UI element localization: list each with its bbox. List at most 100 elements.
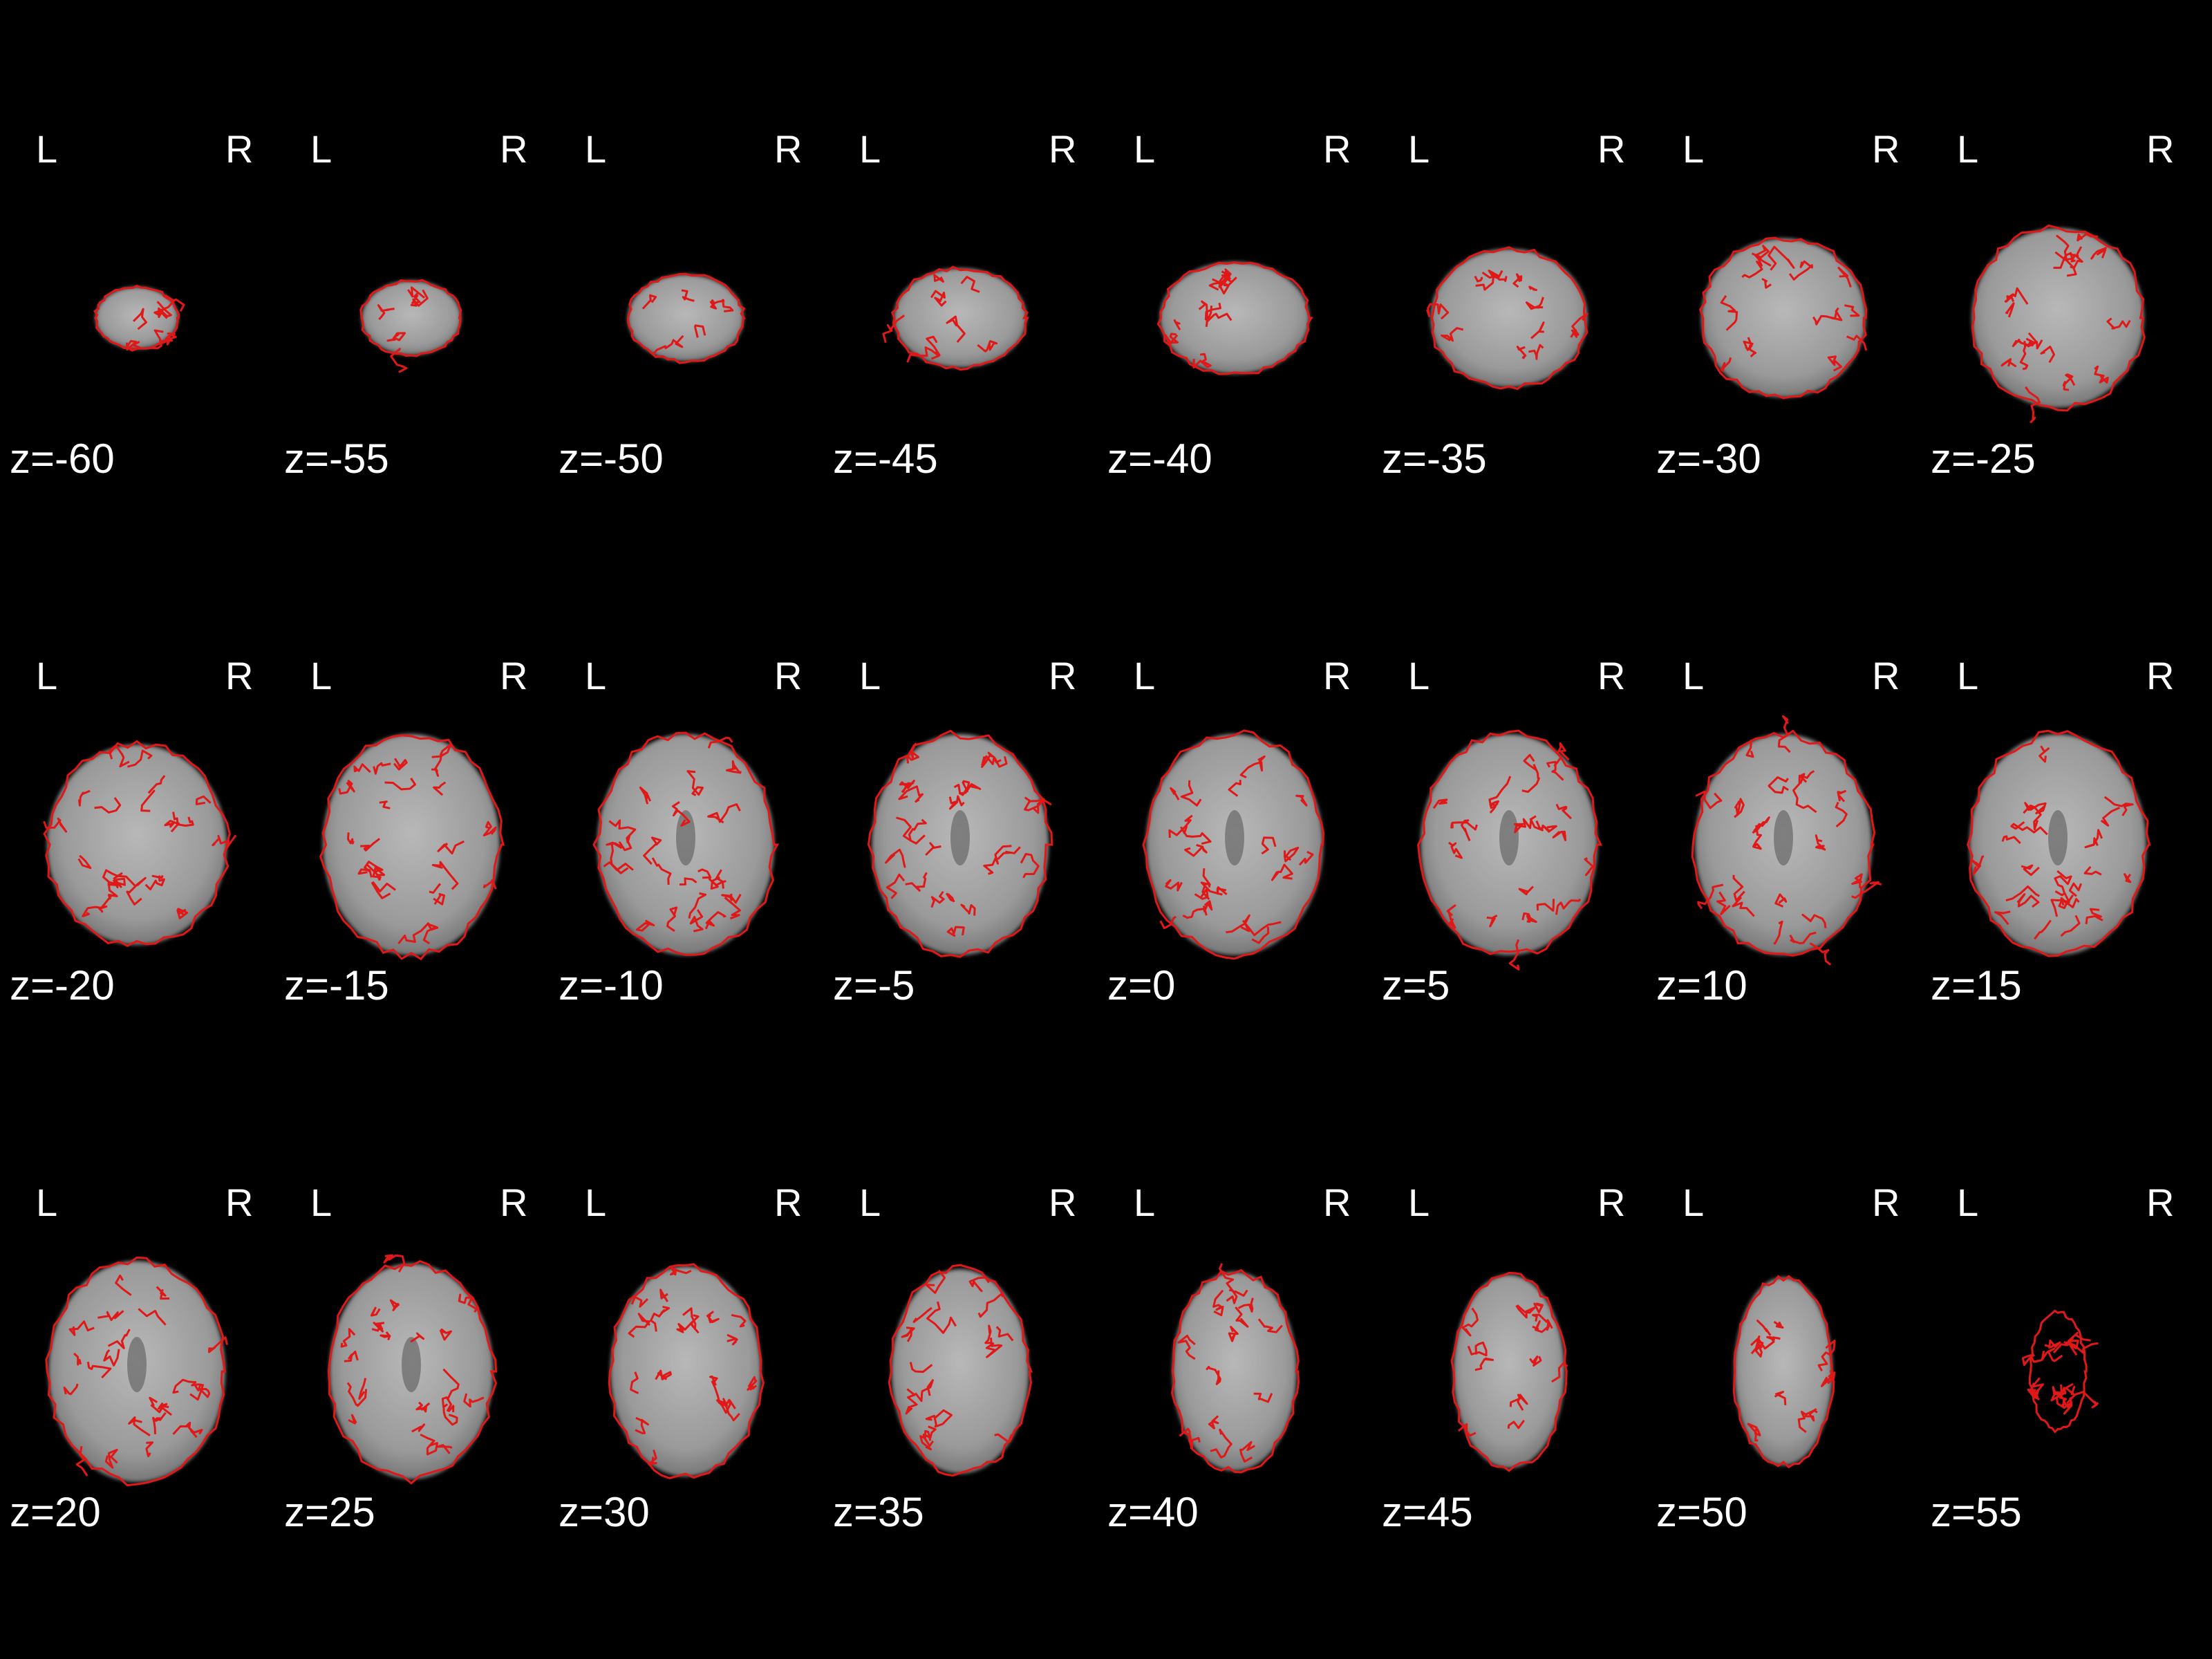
sulcus-contour <box>1820 1371 1836 1387</box>
sulcus-contour <box>2077 233 2098 242</box>
sulcus-contour <box>1206 1365 1221 1385</box>
sulcus-contour <box>2100 807 2121 827</box>
sulcus-contour <box>1516 346 1527 359</box>
orientation-right-label: R <box>1597 127 1626 171</box>
sulcus-contour <box>724 897 741 920</box>
cortex-outline <box>43 740 231 947</box>
sulcus-contour <box>1461 1307 1479 1337</box>
sulcus-contour <box>1159 915 1177 930</box>
sulcus-contour <box>628 1313 651 1338</box>
orientation-left-label: L <box>1134 127 1156 171</box>
brain-tissue <box>1453 1275 1565 1468</box>
sulcus-contour <box>2103 796 2134 816</box>
sulcus-contour <box>102 869 136 887</box>
sulcus-contour <box>433 892 445 906</box>
orientation-left-label: L <box>585 654 607 697</box>
sulcus-contour <box>1553 742 1570 767</box>
sulcus-contour <box>896 816 926 845</box>
orientation-right-label: R <box>2146 654 2175 697</box>
sulcus-contour <box>946 315 966 343</box>
axial-slice-image <box>1142 729 1325 960</box>
sulcus-contour <box>207 1336 228 1353</box>
sulcus-contour <box>2066 254 2083 277</box>
sulcus-contour <box>1851 873 1863 888</box>
sulcus-contour <box>2021 1353 2043 1367</box>
sulcus-contour <box>104 1448 118 1469</box>
sulcus-contour <box>919 1430 932 1451</box>
sulcus-contour <box>641 294 657 310</box>
axial-slice-image <box>1691 715 1882 966</box>
sulcus-contour <box>431 743 452 758</box>
brain-tissue <box>323 734 500 955</box>
sulcus-contour <box>1751 245 1772 267</box>
cortex-outline <box>1732 1275 1835 1469</box>
sulcus-contour <box>1298 850 1314 866</box>
sulcus-contour <box>1518 885 1534 896</box>
sulcus-contour <box>1837 267 1852 288</box>
orientation-left-label: L <box>1134 1181 1156 1224</box>
sulcus-contour <box>2027 1382 2040 1401</box>
sulcus-contour <box>1514 815 1537 834</box>
sulcus-contour <box>1536 899 1555 912</box>
sulcus-contour <box>1446 904 1456 929</box>
sulcus-contour <box>686 770 704 796</box>
orientation-right-label: R <box>1597 654 1626 697</box>
sulcus-contour <box>189 1382 204 1401</box>
sulcus-contour <box>1552 830 1567 841</box>
sulcus-contour <box>1756 1319 1772 1336</box>
sulcus-contour <box>1792 774 1817 814</box>
sulcus-contour <box>431 861 459 890</box>
sulcus-contour <box>1720 294 1738 331</box>
slice-z-label: z=-50 <box>559 435 664 482</box>
cortex-outline <box>1967 729 2151 957</box>
sulcus-contour <box>1239 755 1266 779</box>
axial-slice-image <box>43 740 237 947</box>
sulcus-contour <box>1488 776 1512 809</box>
sulcus-contour <box>906 742 919 765</box>
ventricle-shadow <box>127 1337 147 1392</box>
sulcus-contour <box>125 339 141 352</box>
axial-slice-image <box>1425 246 1588 391</box>
sulcus-contour <box>164 820 180 833</box>
sulcus-contour <box>1695 790 1723 809</box>
sulcus-contour <box>1170 787 1180 800</box>
sulcus-contour <box>185 1421 203 1435</box>
sulcus-contour <box>704 911 727 930</box>
sulcus-contour <box>2025 386 2041 424</box>
sulcus-contour <box>1481 270 1499 279</box>
axial-slice-image <box>1170 1263 1300 1474</box>
sulcus-contour <box>172 1378 197 1394</box>
sulcus-contour <box>676 1321 700 1334</box>
sulcus-contour <box>1212 1289 1224 1317</box>
sulcus-contour <box>1198 300 1208 328</box>
sulcus-contour <box>726 760 742 774</box>
sulcus-contour <box>1555 898 1582 915</box>
sulcus-contour <box>681 289 695 302</box>
sulcus-contour <box>1295 794 1308 807</box>
sulcus-contour <box>371 881 396 899</box>
orientation-left-label: L <box>859 654 881 697</box>
orientation-right-label: R <box>225 1181 254 1224</box>
orientation-left-label: L <box>1408 1181 1430 1224</box>
sulcus-contour <box>1432 798 1448 809</box>
sulcus-contour <box>441 1396 455 1413</box>
sulcus-contour <box>650 1305 671 1332</box>
sulcus-contour <box>707 736 733 749</box>
sulcus-contour <box>669 1266 692 1276</box>
sulcus-contour <box>1745 740 1754 758</box>
sulcus-contour <box>463 1393 485 1408</box>
sulcus-contour <box>75 1445 88 1477</box>
sulcus-contour <box>397 921 430 945</box>
sulcus-contour <box>1774 893 1788 908</box>
sulcus-contour <box>606 839 632 852</box>
sulcus-contour <box>1815 834 1826 851</box>
orientation-left-label: L <box>1408 127 1430 171</box>
sulcus-contour <box>925 1409 953 1428</box>
orientation-left-label: L <box>310 127 332 171</box>
sulcus-contour <box>1226 914 1250 934</box>
sulcus-contour <box>383 1254 406 1273</box>
axial-slice-image <box>882 265 1029 371</box>
sulcus-contour <box>1523 753 1537 771</box>
